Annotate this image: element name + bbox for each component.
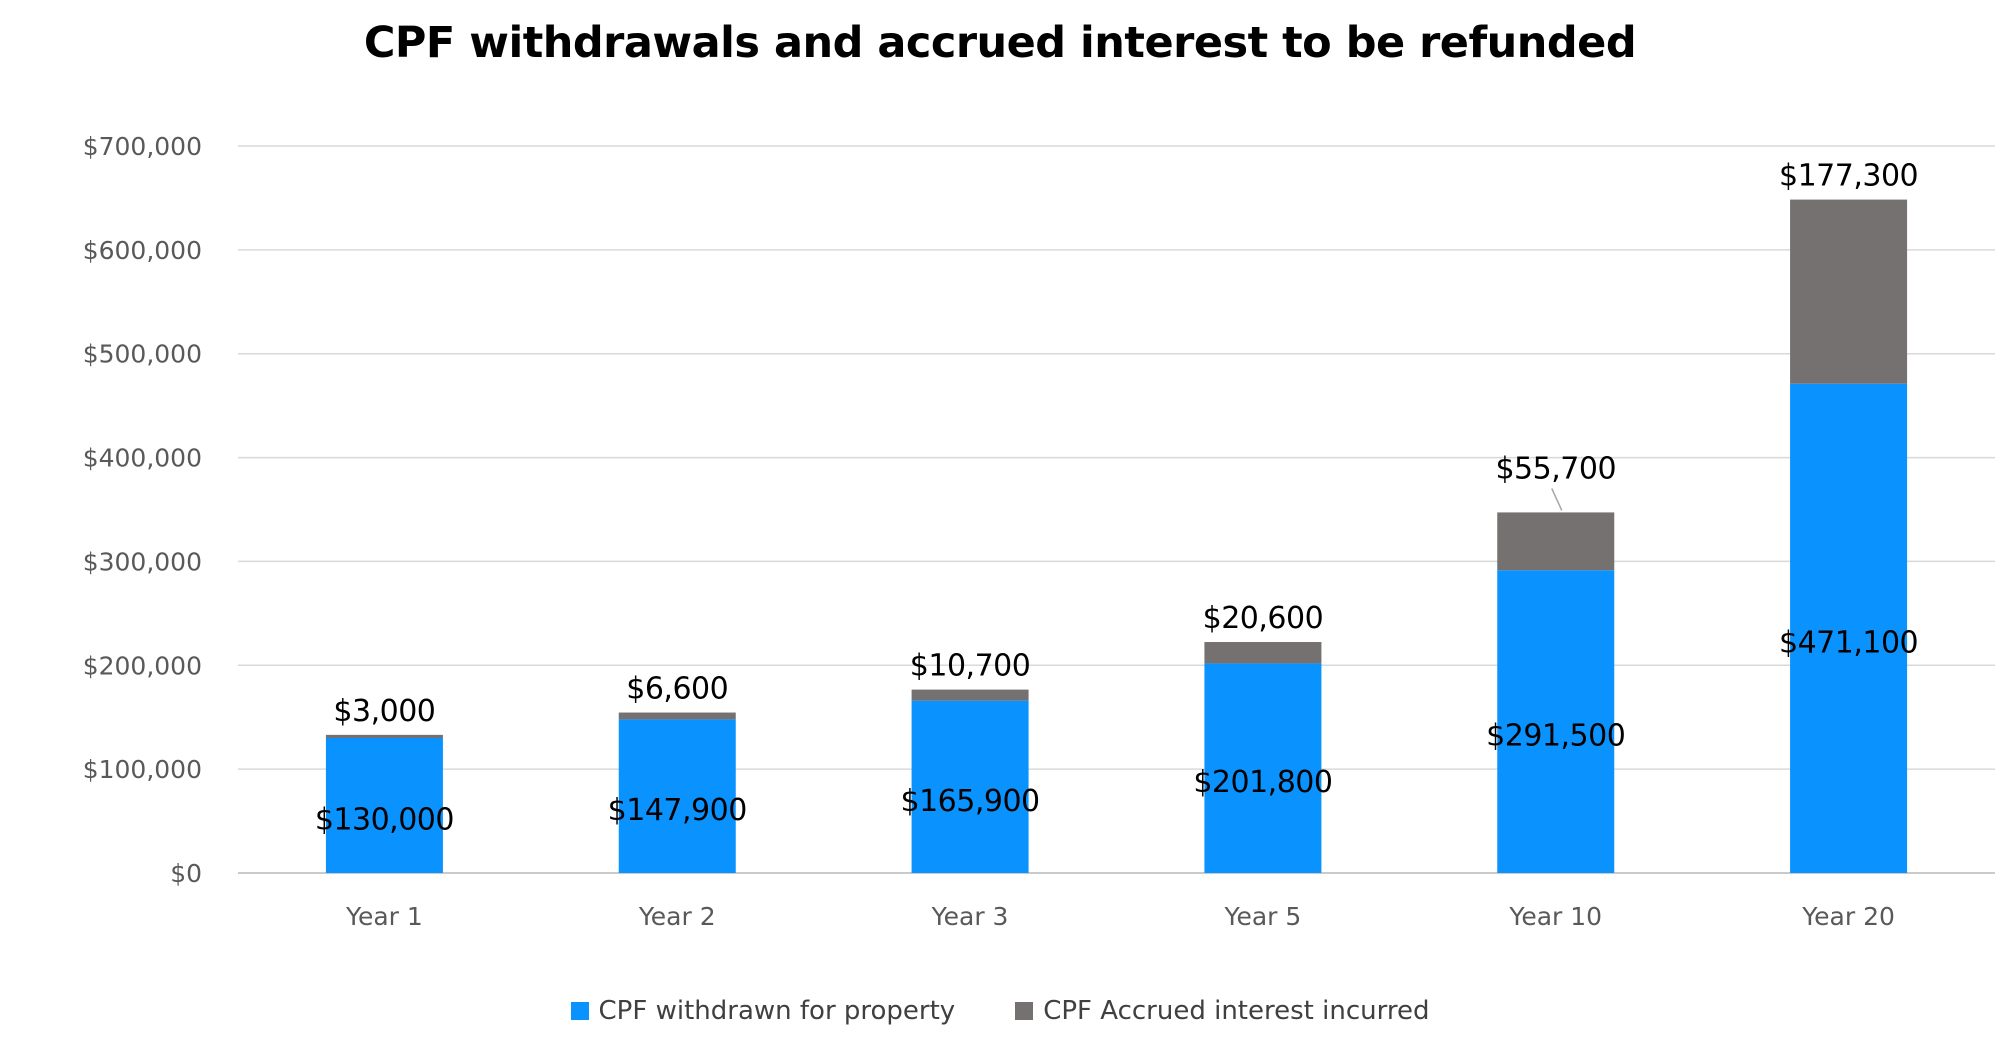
bar-interest — [911, 689, 1029, 701]
data-label-withdrawn: $291,500 — [1486, 719, 1625, 754]
y-tick-label: $400,000 — [83, 444, 202, 473]
data-label-interest: $6,600 — [626, 672, 728, 707]
data-label-withdrawn: $147,900 — [608, 793, 747, 828]
data-label-withdrawn: $471,100 — [1779, 625, 1918, 660]
legend-label-interest: CPF Accrued interest incurred — [1043, 996, 1430, 1026]
data-label-withdrawn: $201,800 — [1193, 765, 1332, 800]
chart-title: CPF withdrawals and accrued interest to … — [363, 18, 1637, 68]
x-axis-tick-labels: Year 1 Year 2 Year 3 Year 5 Year 10 Year 20 — [345, 902, 1895, 931]
bar-interest — [325, 734, 443, 738]
bar-withdrawn — [1204, 663, 1322, 873]
y-tick-label: $500,000 — [83, 340, 202, 369]
data-label-withdrawn: $130,000 — [315, 802, 454, 837]
y-axis-tick-labels: $0 $100,000 $200,000 $300,000 $400,000 $500,0… — [83, 132, 202, 888]
data-label-leader-line — [1551, 488, 1563, 511]
bar-interest — [1497, 512, 1615, 571]
x-tick-label: Year 5 — [1224, 902, 1302, 931]
data-label-interest: $20,600 — [1203, 601, 1324, 636]
x-tick-label: Year 2 — [638, 902, 716, 931]
y-tick-label: $700,000 — [83, 132, 202, 161]
data-label-interest: $3,000 — [333, 694, 435, 729]
legend-swatch-withdrawn — [570, 1002, 589, 1020]
bar-withdrawn — [1497, 570, 1615, 873]
bar-withdrawn — [618, 719, 736, 873]
bar-interest — [1204, 642, 1322, 664]
legend-item-interest: CPF Accrued interest incurred — [1015, 996, 1429, 1026]
legend-label-withdrawn: CPF withdrawn for property — [598, 996, 956, 1026]
legend-item-withdrawn: CPF withdrawn for property — [570, 996, 956, 1026]
bar-withdrawn — [1790, 383, 1908, 873]
data-label-interest: $10,700 — [910, 649, 1031, 684]
legend-swatch-interest — [1015, 1002, 1034, 1020]
y-tick-label: $0 — [170, 859, 202, 888]
y-tick-label: $200,000 — [83, 651, 202, 680]
y-tick-label: $600,000 — [83, 236, 202, 265]
data-label-interest: $177,300 — [1779, 159, 1918, 194]
bar-interest — [1790, 199, 1908, 384]
chart-legend: CPF withdrawn for property CPF Accrued i… — [0, 996, 2000, 1026]
data-labels: $130,000 $3,000 $147,900 $6,600 $165,900 $10,… — [315, 159, 1919, 838]
bar-withdrawn — [325, 737, 443, 873]
bar-interest — [618, 712, 736, 720]
x-tick-label: Year 3 — [931, 902, 1009, 931]
y-tick-label: $300,000 — [83, 547, 202, 576]
x-tick-label: Year 1 — [345, 902, 423, 931]
data-label-interest: $55,700 — [1495, 451, 1616, 486]
bars — [325, 199, 1908, 873]
bar-withdrawn — [911, 700, 1029, 873]
y-tick-label: $100,000 — [83, 755, 202, 784]
data-label-withdrawn: $165,900 — [901, 784, 1040, 819]
x-tick-label: Year 20 — [1801, 902, 1895, 931]
x-tick-label: Year 10 — [1508, 902, 1602, 931]
gridlines — [238, 145, 1995, 874]
